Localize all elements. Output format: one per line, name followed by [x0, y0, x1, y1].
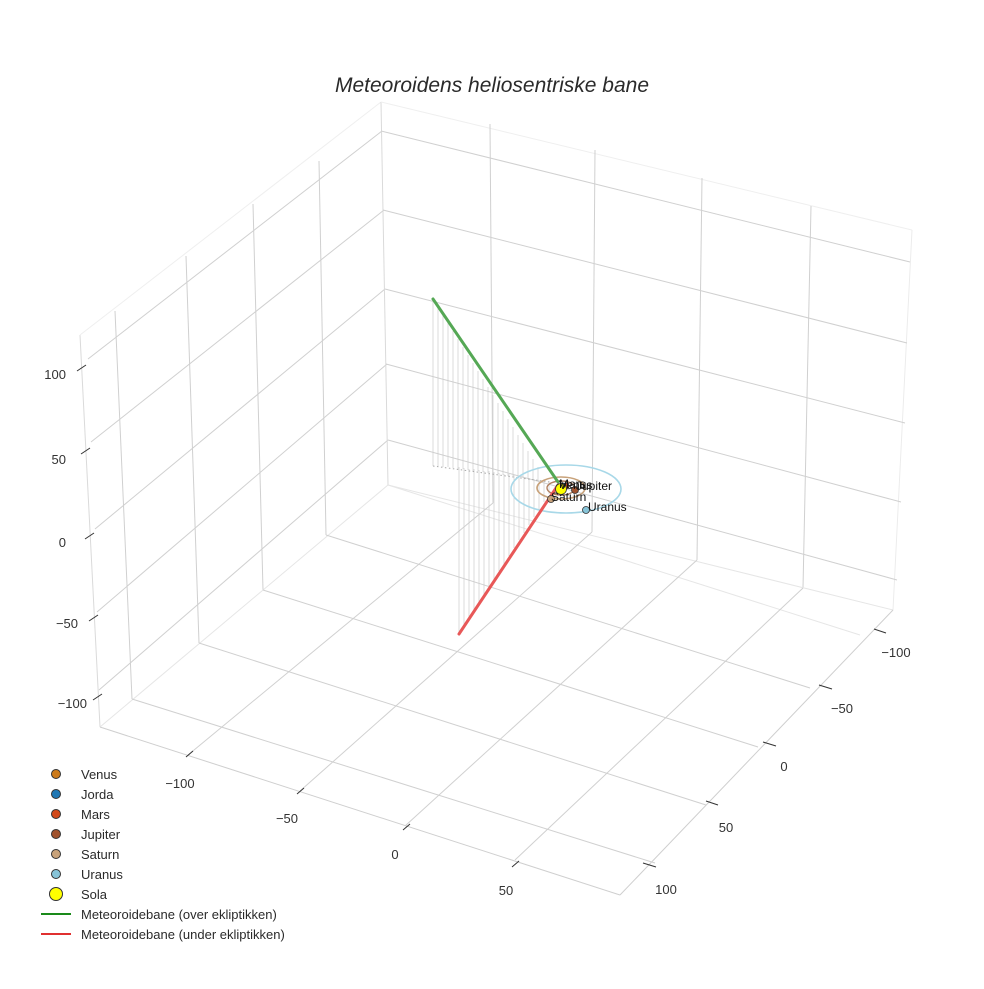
saturn-marker-icon — [51, 849, 61, 859]
back-left-wall — [79, 101, 389, 728]
legend-item-jorda[interactable]: Jorda — [38, 784, 285, 804]
planet-orbits — [510, 464, 622, 514]
x-axis-ticks — [185, 750, 520, 868]
planet-labels: Mars Venus Jupiter Saturn Uranus — [551, 477, 627, 514]
venus-marker-icon — [51, 769, 61, 779]
label-mars: Mars — [559, 477, 586, 491]
svg-text:50: 50 — [499, 883, 513, 898]
chart-title: Meteoroidens heliosentriske bane — [334, 74, 650, 97]
label-uranus: Uranus — [588, 500, 627, 514]
svg-text:−50: −50 — [831, 701, 853, 716]
svg-text:0: 0 — [391, 847, 398, 862]
label-jupiter: Jupiter — [576, 479, 612, 493]
svg-text:−100: −100 — [881, 645, 910, 660]
svg-text:50: 50 — [52, 452, 66, 467]
legend-item-uranus[interactable]: Uranus — [38, 864, 285, 884]
jorda-marker-icon — [51, 789, 61, 799]
z-tick-labels: 100 50 0 −50 −100 — [44, 367, 87, 711]
trajectory-below-ecliptic[interactable] — [457, 483, 560, 636]
floor-grid — [99, 484, 894, 896]
label-venus: Venus — [559, 478, 592, 492]
legend-item-saturn[interactable]: Saturn — [38, 844, 285, 864]
legend-item-jupiter[interactable]: Jupiter — [38, 824, 285, 844]
marker-sola — [555, 483, 567, 495]
green-line-icon — [41, 913, 71, 915]
label-saturn: Saturn — [551, 490, 586, 504]
y-axis-ticks — [642, 628, 887, 868]
red-line-icon — [41, 933, 71, 935]
legend: Venus Jorda Mars Jupiter Saturn Uranus S… — [38, 764, 285, 944]
svg-text:100: 100 — [44, 367, 66, 382]
x-tick-labels: −100 −50 0 50 — [165, 776, 513, 898]
uranus-marker-icon — [51, 869, 61, 879]
trajectory-above-ecliptic[interactable] — [431, 297, 560, 484]
svg-text:0: 0 — [780, 759, 787, 774]
legend-item-mars[interactable]: Mars — [38, 804, 285, 824]
legend-item-sola[interactable]: Sola — [38, 884, 285, 904]
saturn-orbit — [536, 476, 586, 500]
svg-text:0: 0 — [59, 535, 66, 550]
svg-text:100: 100 — [655, 882, 677, 897]
uranus-orbit — [510, 464, 622, 514]
drop-lines — [432, 300, 550, 633]
svg-text:−50: −50 — [276, 811, 298, 826]
sola-marker-icon — [49, 887, 63, 901]
jupiter-marker-icon — [51, 829, 61, 839]
legend-item-trajectory-below[interactable]: Meteoroidebane (under ekliptikken) — [38, 924, 285, 944]
y-tick-labels: −100 −50 0 50 100 — [655, 645, 911, 897]
marker-uranus — [582, 506, 590, 514]
legend-item-trajectory-above[interactable]: Meteoroidebane (over ekliptikken) — [38, 904, 285, 924]
z-axis-ticks — [76, 364, 103, 701]
svg-text:−50: −50 — [56, 616, 78, 631]
svg-text:50: 50 — [719, 820, 733, 835]
back-right-wall — [380, 101, 913, 611]
marker-jupiter — [571, 486, 579, 494]
svg-text:−100: −100 — [165, 776, 194, 791]
mars-marker-icon — [51, 809, 61, 819]
marker-saturn — [547, 495, 555, 503]
svg-text:−100: −100 — [58, 696, 87, 711]
legend-item-venus[interactable]: Venus — [38, 764, 285, 784]
planet-markers[interactable] — [547, 482, 590, 514]
